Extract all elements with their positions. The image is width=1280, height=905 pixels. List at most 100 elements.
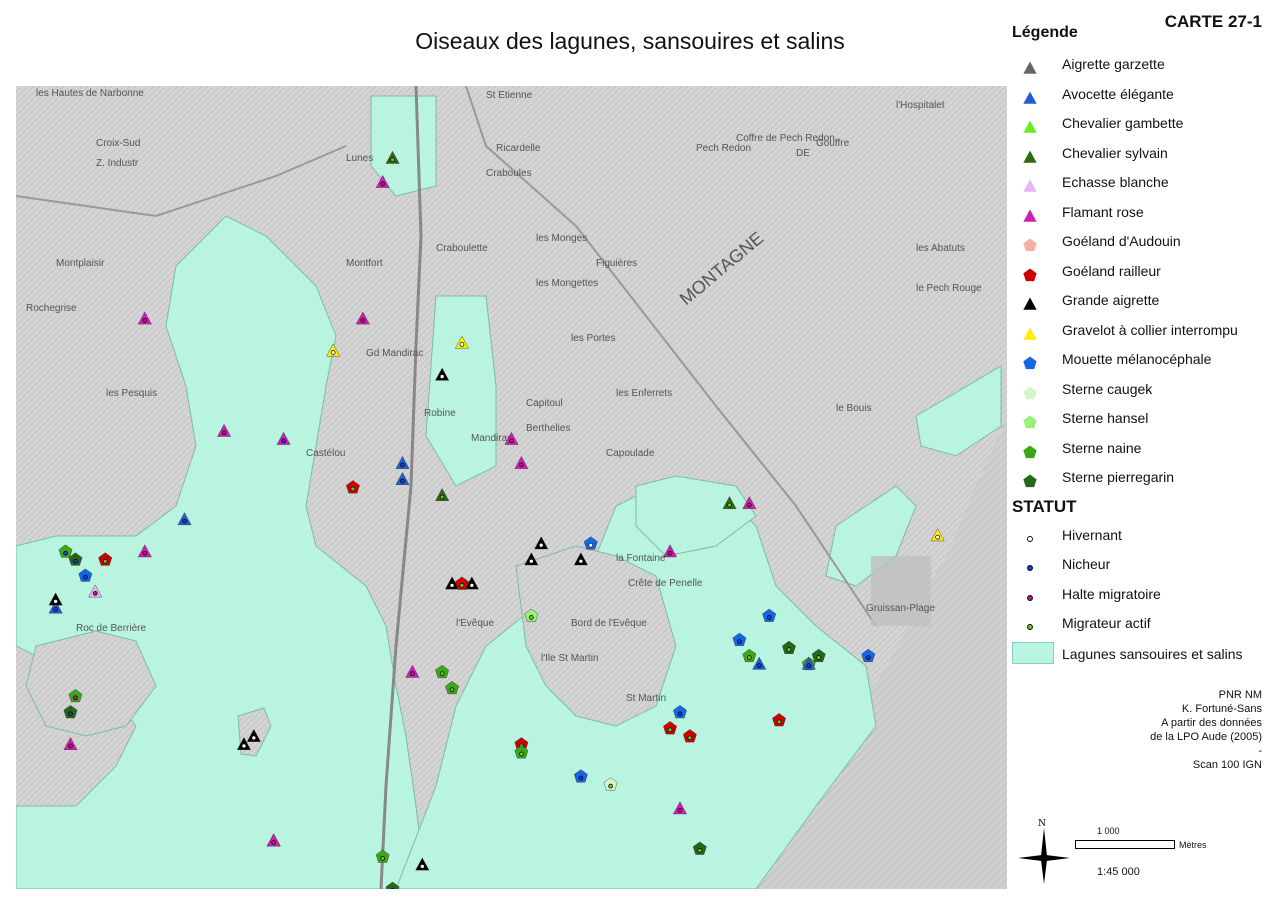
status-dot-icon [449,583,455,588]
legend-item-label: Sterne hansel [1062,410,1149,426]
area-label: Lagunes sansouires et salins [1062,645,1243,662]
observation-marker[interactable] [930,528,945,542]
observation-marker[interactable] [177,512,192,526]
credit-line: Scan 100 IGN [1192,759,1262,771]
observation-marker[interactable] [682,729,697,743]
observation-marker[interactable] [772,713,786,727]
observation-marker[interactable] [375,849,390,863]
observation-marker[interactable] [801,656,816,670]
observation-marker[interactable] [762,608,777,622]
observation-marker[interactable] [663,544,678,558]
status-dot-icon [68,743,73,749]
observation-marker[interactable] [514,745,529,759]
observation-marker[interactable] [48,592,63,606]
observation-marker[interactable] [524,608,539,622]
observation-marker[interactable] [455,576,469,590]
observation-marker[interactable] [405,664,420,678]
observation-marker[interactable] [603,777,618,791]
observation-marker[interactable] [63,737,78,750]
observation-marker[interactable] [534,536,549,550]
observation-marker[interactable] [88,584,103,598]
observation-marker[interactable] [137,311,152,325]
legend-item-label: Goéland railleur [1062,262,1161,279]
observation-marker[interactable] [217,423,232,437]
observation-marker[interactable] [68,552,83,566]
status-dot-icon [380,181,386,187]
status-dot-icon [528,558,534,564]
status-dot-icon [935,534,940,540]
map-label: les Hautes de Narbonne [36,88,144,99]
observation-marker[interactable] [266,833,281,847]
observation-marker[interactable] [326,343,341,357]
observation-marker[interactable] [435,664,450,679]
status-dot-icon [241,743,247,749]
observation-marker[interactable] [752,656,767,670]
status-dot-icon [360,318,366,323]
status-dot-icon [766,615,772,620]
observation-marker[interactable] [514,455,529,469]
observation-marker[interactable] [583,536,598,550]
observation-marker[interactable] [573,769,588,783]
observation-marker[interactable] [355,311,370,325]
map-label: l'Hospitalet [896,100,945,111]
observation-marker[interactable] [445,576,460,590]
map-label: les Enferrets [616,388,672,399]
observation-marker[interactable] [246,729,261,742]
observation-marker[interactable] [78,568,93,582]
observation-marker[interactable] [672,801,687,815]
observation-marker[interactable] [68,689,83,703]
observation-marker[interactable] [48,600,63,614]
observation-marker[interactable] [692,841,707,855]
observation-marker[interactable] [861,648,876,662]
observation-marker[interactable] [732,632,747,646]
observation-marker[interactable] [464,576,479,590]
status-dot-icon [73,695,78,701]
observation-marker[interactable] [63,705,78,719]
status-dot-icon [350,486,356,492]
observation-marker[interactable] [445,681,459,695]
observation-marker[interactable] [137,544,152,558]
observation-marker[interactable] [395,472,410,485]
status-dot-icon [63,550,68,556]
legend-species-list: Aigrette garzette Avocette élégante Cheval… [1012,50,1274,493]
observation-marker[interactable] [236,737,251,750]
observation-marker[interactable] [742,648,757,662]
observation-marker[interactable] [573,552,588,566]
status-dot-icon [509,438,514,444]
map-label: Montfort [346,258,383,269]
observation-marker[interactable] [504,431,519,445]
legend-item: Chevalier sylvain [1012,139,1274,169]
observation-marker[interactable] [375,174,390,188]
observation-marker[interactable] [385,150,400,164]
observation-marker[interactable] [346,480,360,494]
observation-marker[interactable] [98,552,113,566]
observation-marker[interactable] [395,455,410,469]
legend-status-list: Hivernant Nicheur Halte migratoire Migrateu… [1012,521,1274,639]
observation-marker[interactable] [742,496,757,510]
map-frame[interactable]: les Hautes de Narbonne Croix-Sud Z. Indust… [16,86,1007,889]
status-item: Migrateur actif [1012,609,1274,639]
observation-marker[interactable] [673,705,687,719]
observation-marker[interactable] [524,552,539,566]
observation-marker[interactable] [435,488,450,501]
scale-distance: 1 000 [1097,826,1120,836]
legend-item: Gravelot à collier interrompu [1012,316,1274,346]
observation-marker[interactable] [385,881,400,889]
species-triangle-icon [405,664,420,678]
observation-marker[interactable] [722,496,737,510]
observation-marker[interactable] [276,431,291,445]
legend-item-label: Gravelot à collier interrompu [1062,321,1238,338]
observation-marker[interactable] [58,544,73,558]
legend-item: Aigrette garzette [1012,50,1274,80]
map-canvas[interactable]: les Hautes de Narbonne Croix-Sud Z. Indust… [16,86,1007,889]
species-triangle-icon [435,488,450,501]
species-triangle-icon [514,455,529,469]
observation-marker[interactable] [454,335,469,349]
triangle-symbol-icon [1022,57,1038,74]
observation-marker[interactable] [663,721,677,735]
observation-marker[interactable] [782,640,796,654]
observation-marker[interactable] [435,367,450,381]
status-dot-icon [439,374,445,379]
observation-marker[interactable] [415,857,430,871]
observation-marker[interactable] [811,648,826,662]
